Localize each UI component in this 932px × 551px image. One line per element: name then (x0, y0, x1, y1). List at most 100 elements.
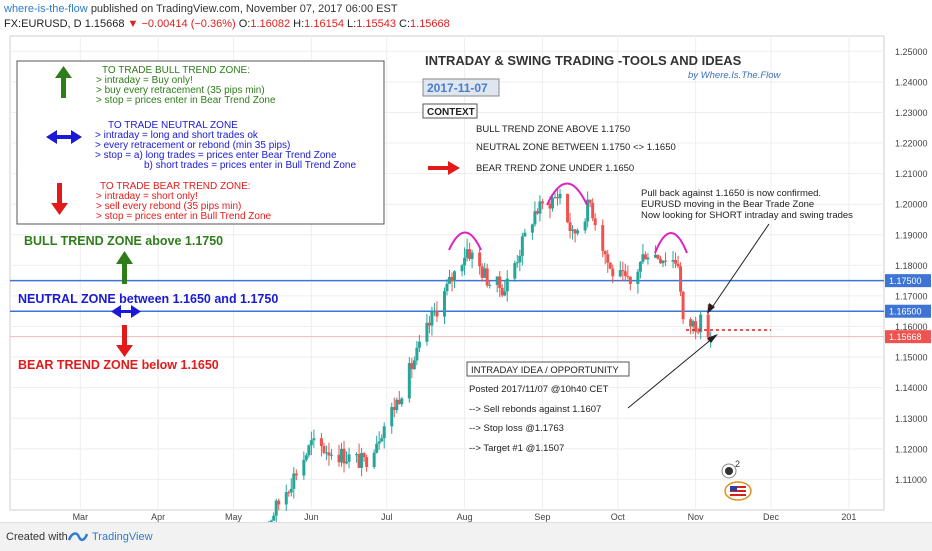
candle-down (337, 454, 341, 463)
bull-line-1: > intraday = Buy only! (96, 75, 193, 86)
candle-up (307, 445, 311, 456)
y-tick-label: 1.14000 (895, 383, 928, 393)
candle-up (558, 193, 562, 199)
x-tick-label: Apr (151, 512, 165, 522)
candle-down (397, 399, 401, 405)
bull-line-2: > buy every retracement (35 pips min) (96, 85, 265, 96)
candle-up (518, 255, 522, 263)
date-label: 2017-11-07 (427, 81, 488, 95)
candle-down (498, 276, 502, 288)
candle-down (606, 254, 610, 263)
symbol-name[interactable]: FX:EURUSD, D (4, 18, 82, 30)
idea-box (466, 361, 630, 377)
candle-down (689, 319, 693, 327)
candle-up (483, 268, 487, 278)
candle-up (442, 291, 446, 317)
neutral-line-3: > stop = a) long trades = prices enter B… (95, 150, 337, 161)
bull-zone-label: BULL TREND ZONE above 1.1750 (24, 234, 223, 248)
x-tick-label: 201 (841, 512, 856, 522)
candle-up (380, 438, 384, 442)
candle-down (591, 202, 595, 219)
candle-down (500, 287, 504, 296)
candle-up (638, 261, 642, 272)
candle-up (272, 515, 276, 521)
candle-up (355, 454, 359, 456)
x-tick-label: Jun (304, 512, 319, 522)
bull-line-3: > stop = prices enter in Bear Trend Zone (96, 95, 276, 106)
candle-down (608, 262, 612, 269)
neutral-title: TO TRADE NEUTRAL ZONE (108, 120, 238, 131)
tradingview-logo-icon (68, 532, 88, 542)
candle-up (463, 257, 467, 266)
candle-up (460, 265, 464, 272)
candle-up (553, 197, 557, 199)
y-tick-label: 1.16000 (895, 322, 928, 332)
context-line-2: NEUTRAL ZONE BETWEEN 1.1750 <> 1.1650 (476, 142, 676, 153)
x-tick-label: Jul (381, 512, 393, 522)
candle-down (362, 453, 366, 458)
candle-down (556, 197, 560, 199)
candle-up (661, 260, 665, 264)
candle-down (410, 363, 414, 370)
candle-up (523, 232, 527, 237)
candle-up (470, 252, 474, 259)
candle-up (641, 254, 645, 262)
candle-up (571, 229, 575, 231)
candle-up (583, 221, 587, 231)
candle-up (395, 399, 399, 411)
candle-down (603, 250, 607, 255)
bull-up-arrow-icon (55, 66, 72, 98)
x-tick-label: Aug (457, 512, 473, 522)
x-tick-label: Mar (73, 512, 89, 522)
note-line-1: Pull back against 1.1650 is now confirme… (641, 188, 821, 199)
candle-down (593, 218, 597, 226)
candle-up (284, 492, 288, 505)
candle-up (425, 322, 429, 342)
candle-down (674, 259, 678, 264)
event-badge-count: 2 (735, 459, 740, 469)
candle-down (628, 276, 632, 285)
idea-title: INTRADAY IDEA / OPPORTUNITY (471, 365, 619, 376)
candle-up (372, 452, 376, 468)
candle-up (538, 201, 542, 214)
y-tick-label: 1.20000 (895, 200, 928, 210)
candle-down (540, 201, 544, 204)
candle-down (478, 252, 482, 267)
candle-up (465, 249, 469, 258)
candle-up (302, 459, 306, 476)
flag-badge-icon[interactable] (724, 481, 752, 501)
low-value: 1.15543 (356, 18, 396, 30)
candle-up (400, 398, 404, 405)
x-tick-label: May (225, 512, 243, 522)
idea-line-2: --> Sell rebonds against 1.1607 (469, 404, 601, 415)
candle-down (656, 254, 660, 259)
idea-line-4: --> Target #1 @1.1507 (469, 443, 564, 454)
x-tick-label: Dec (763, 512, 780, 522)
tradingview-brand[interactable]: TradingView (92, 531, 153, 543)
y-tick-label: 1.24000 (895, 77, 928, 87)
open-value: 1.16082 (250, 18, 291, 30)
bear-title: TO TRADE BEAR TREND ZONE: (100, 181, 251, 192)
price-chart[interactable]: 1.25000 1.24000 1.23000 1.22000 1.21000 1.200… (0, 0, 932, 522)
author-link[interactable]: where-is-the-flow (4, 3, 88, 15)
candle-up (488, 284, 492, 286)
event-badge-icon[interactable]: 2 (721, 459, 740, 479)
price-axis[interactable]: 1.25000 1.24000 1.23000 1.22000 1.21000 1.200… (885, 47, 931, 485)
high-value: 1.16154 (304, 18, 344, 30)
candle-down (611, 268, 615, 277)
date-badge (422, 78, 500, 97)
idea-line-1: Posted 2017/11/07 @10h40 CET (469, 384, 609, 395)
high-label: H: (293, 18, 305, 30)
candle-up (618, 270, 622, 277)
candle-down (327, 452, 331, 456)
grid-lines (10, 36, 884, 510)
candle-up (377, 441, 381, 444)
price-tag (885, 330, 931, 344)
chart-subtitle: by Where.Is.The.Flow (688, 70, 782, 81)
candle-down (319, 438, 323, 447)
time-axis[interactable]: Mar Apr May Jun Jul Aug Sep Oct Nov Dec 201 (73, 512, 857, 522)
candle-down (427, 322, 431, 326)
candle-up (646, 257, 650, 260)
y-tick-label: 1.12000 (895, 444, 928, 454)
note-line-2: EURUSD moving in the Bear Trade Zone (641, 199, 814, 210)
